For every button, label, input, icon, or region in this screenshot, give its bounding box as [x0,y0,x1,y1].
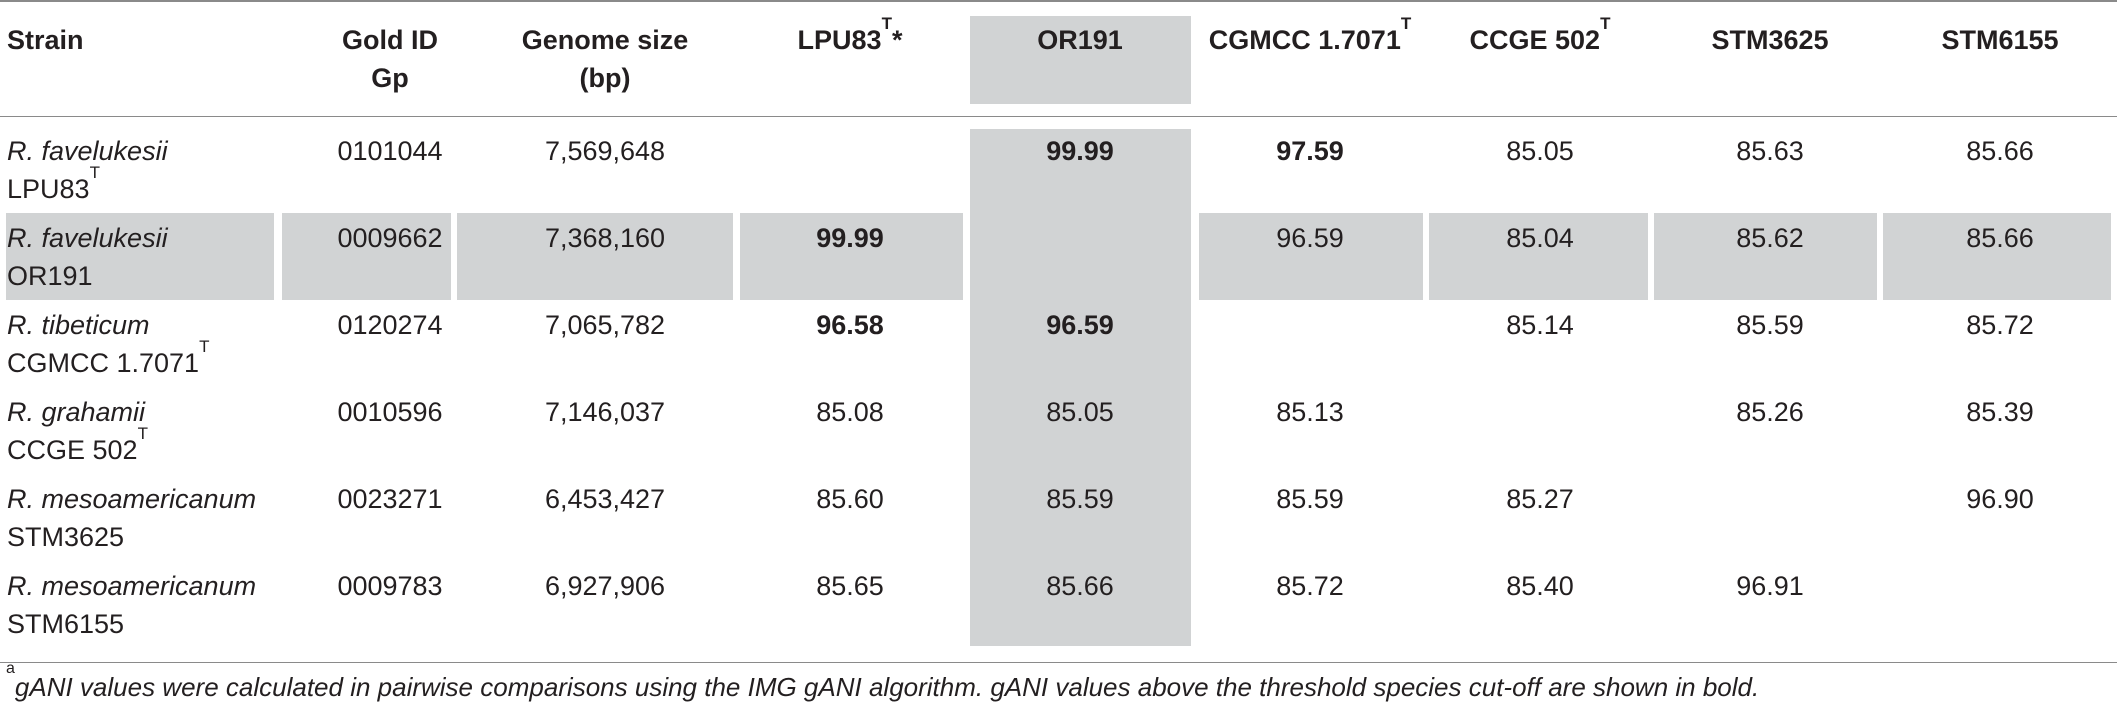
table-row-0-ccge: 85.05 [1506,136,1574,166]
table-row-1-gold-id: 0009662 [337,223,443,253]
table-row-2-stm6155: 85.72 [1966,310,2034,340]
table-row-4-or191: 85.59 [1046,484,1114,514]
table-row-4-ccge: 85.27 [1506,484,1574,514]
table-row-3-gold-id: 0010596 [337,397,443,427]
table-row-4-gold-id: 0023271 [337,484,443,514]
table-row-3-strain: R. grahamii CCGE 502T [7,397,148,465]
header-rule [0,116,2117,117]
table-row-1-genome-size: 7,368,160 [544,223,666,253]
table-row-5-strain: R. mesoamericanum STM6155 [7,571,257,639]
footnote-marker: a [6,660,15,677]
table-row-2-or191: 96.59 [1046,310,1114,340]
row-highlight-stm3625 [1654,213,1877,300]
row-highlight-ccge [1429,213,1648,300]
table-row-5-cgmcc: 85.72 [1276,571,1344,601]
table-row-0-gold-id: 0101044 [337,136,443,166]
table-row-5-genome-size: 6,927,906 [544,571,666,601]
table-row-2-lpu83: 96.58 [816,310,884,340]
header-cgmcc: CGMCC 1.7071T [1208,14,1412,55]
header-stm6155: STM6155 [1941,25,2059,55]
table-row-3-cgmcc: 85.13 [1276,397,1344,427]
header-genome-size: Genome size (bp) [521,25,689,93]
table-row-5-stm3625: 96.91 [1736,571,1804,601]
header-strain: Strain [7,25,84,55]
table-row-3-lpu83: 85.08 [816,397,884,427]
table-row-3-stm6155: 85.39 [1966,397,2034,427]
table-row-5-gold-id: 0009783 [337,571,443,601]
or191-column-highlight [970,129,1191,646]
table-row-5-or191: 85.66 [1046,571,1114,601]
table-row-0-or191: 99.99 [1046,136,1114,166]
table-row-1-ccge: 85.04 [1506,223,1574,253]
table-footnote: agANI values were calculated in pairwise… [6,661,1760,705]
table-row-2-gold-id: 0120274 [337,310,443,340]
table-row-3-stm3625: 85.26 [1736,397,1804,427]
table-row-2-stm3625: 85.59 [1736,310,1804,340]
row-highlight-strain [6,213,274,300]
table-row-4-lpu83: 85.60 [816,484,884,514]
table-row-0-cgmcc: 97.59 [1276,136,1344,166]
table-row-5-ccge: 85.40 [1506,571,1574,601]
row-highlight-stm6155 [1883,213,2111,300]
or191-header-highlight [970,16,1191,104]
table-row-0-stm6155: 85.66 [1966,136,2034,166]
table-bottom-rule [0,662,2117,663]
header-gold-id: Gold ID Gp [342,25,438,93]
table-row-1-stm3625: 85.62 [1736,223,1804,253]
table-row-4-strain: R. mesoamericanum STM3625 [7,484,257,552]
table-row-0-stm3625: 85.63 [1736,136,1804,166]
row-highlight-cgmcc [1199,213,1423,300]
table-row-2-strain: R. tibeticum CGMCC 1.7071T [7,310,210,378]
header-lpu83: LPU83T* [797,14,903,55]
table-row-3-genome-size: 7,146,037 [544,397,666,427]
table-row-2-genome-size: 7,065,782 [544,310,666,340]
table-row-1-cgmcc: 96.59 [1276,223,1344,253]
header-ccge: CCGE 502T [1469,14,1611,55]
table-row-3-or191: 85.05 [1046,397,1114,427]
footnote-text: gANI values were calculated in pairwise … [14,672,1760,702]
row-highlight-lpu83 [740,213,963,300]
table-row-1-strain: R. favelukesii OR191 [7,223,168,291]
table-row-0-strain: R. favelukesii LPU83T [7,136,168,204]
table-row-0-genome-size: 7,569,648 [544,136,666,166]
table-row-2-ccge: 85.14 [1506,310,1574,340]
header-or191: OR191 [1037,25,1123,55]
table-row-4-stm6155: 96.90 [1966,484,2034,514]
table-row-1-lpu83: 99.99 [816,223,884,253]
row-highlight-genome [457,213,733,300]
table-row-4-genome-size: 6,453,427 [544,484,666,514]
table-row-4-cgmcc: 85.59 [1276,484,1344,514]
table-row-1-stm6155: 85.66 [1966,223,2034,253]
row-highlight-goldid [282,213,451,300]
table-top-rule [0,0,2117,2]
header-stm3625: STM3625 [1711,25,1829,55]
table-row-5-lpu83: 85.65 [816,571,884,601]
